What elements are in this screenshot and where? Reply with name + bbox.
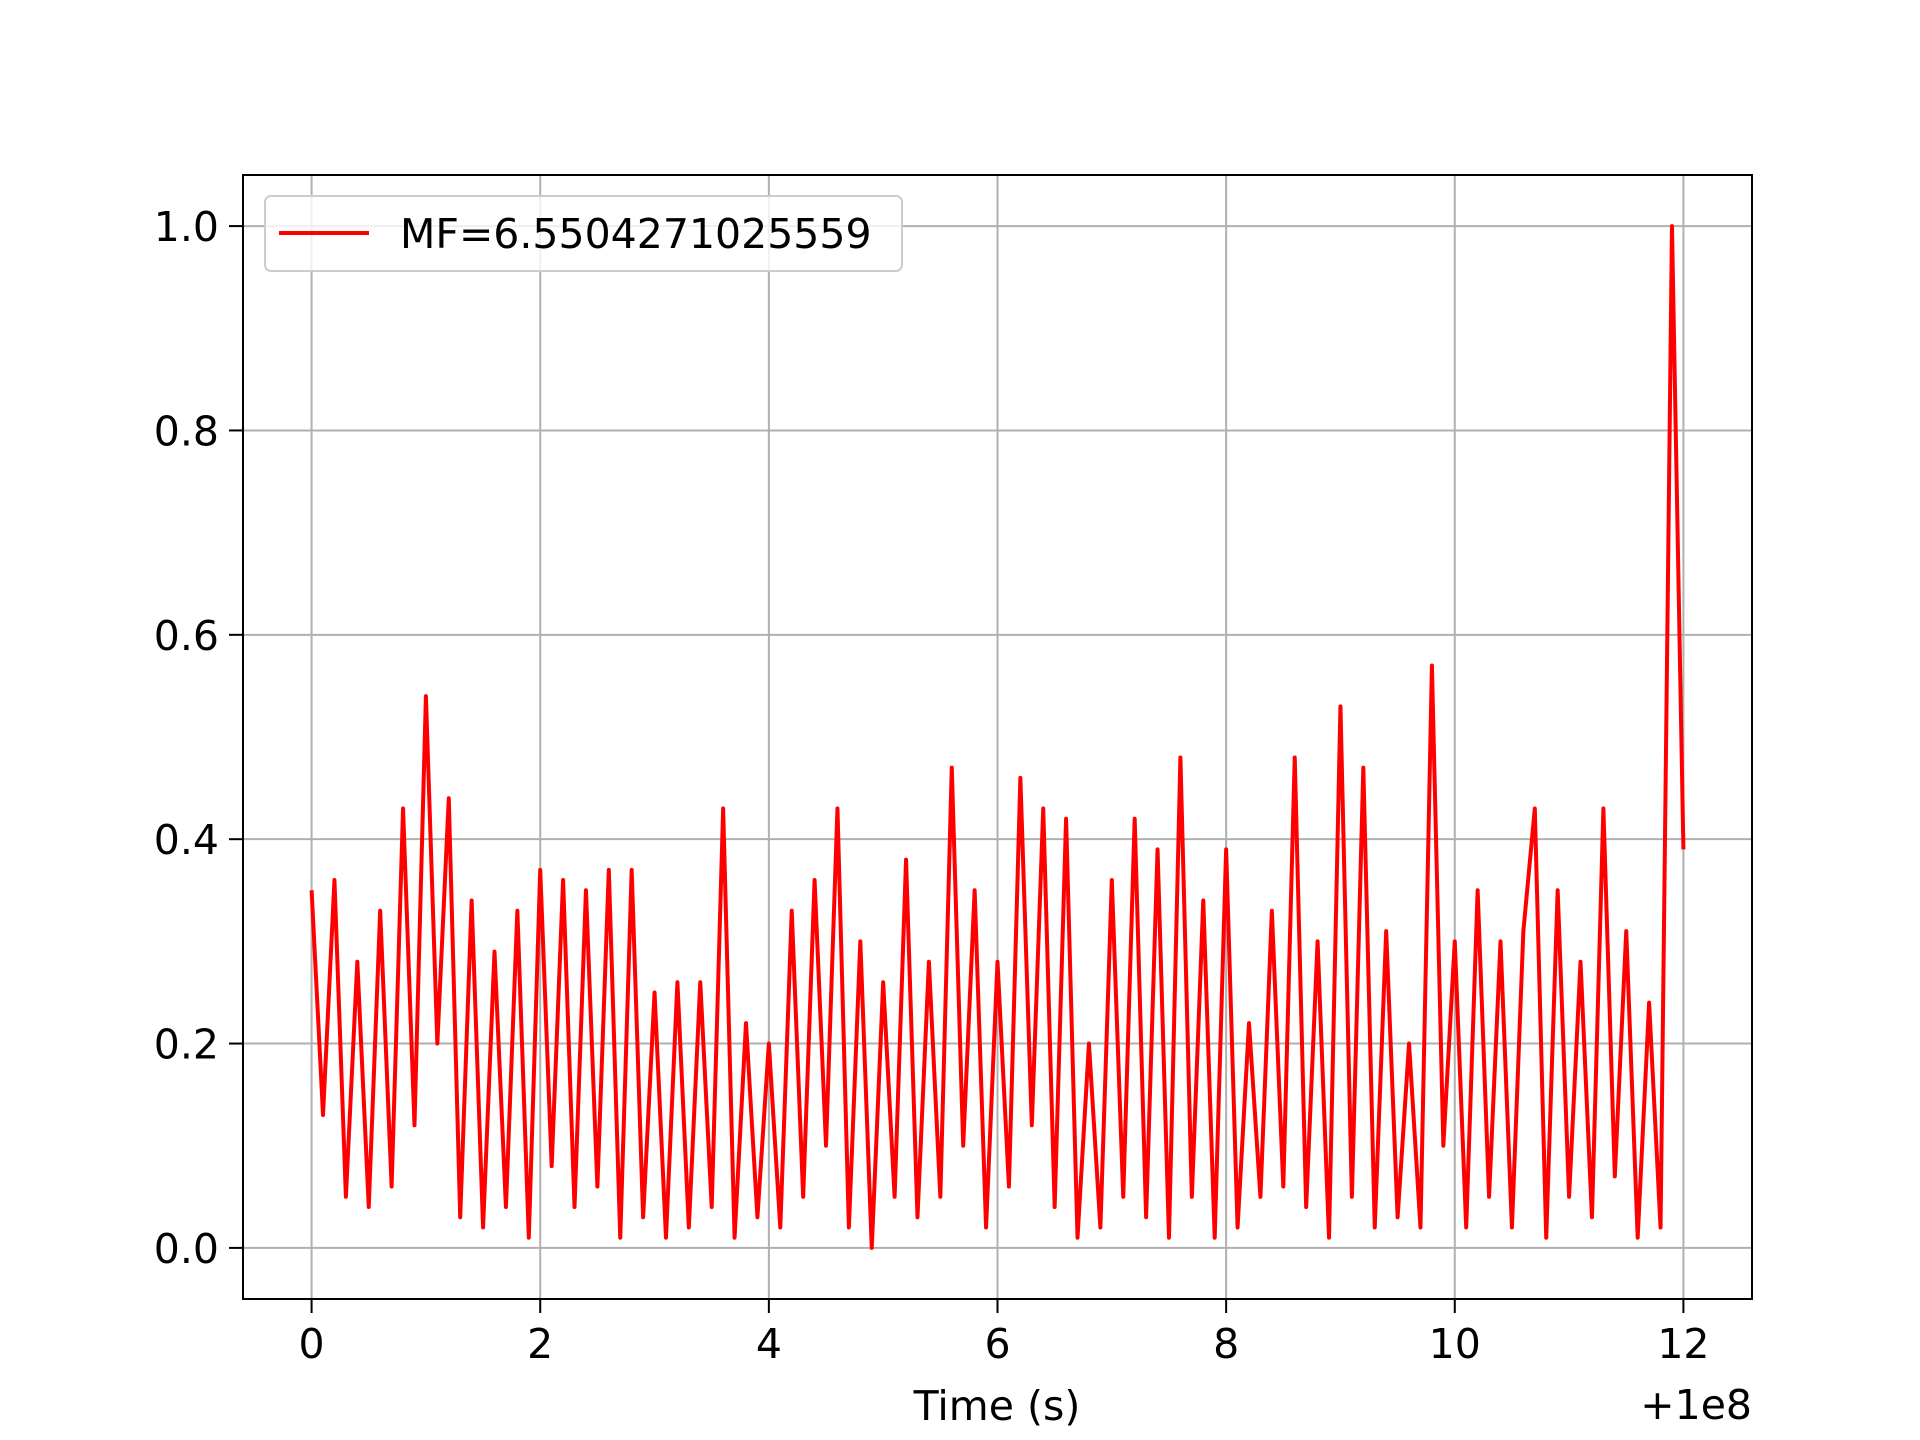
x-tick-label: 12 (1657, 1320, 1709, 1368)
y-tick-label: 0.0 (154, 1225, 219, 1273)
y-tick-label: 0.2 (154, 1021, 219, 1069)
x-tick-label: 4 (756, 1320, 782, 1368)
x-tick-label: 0 (299, 1320, 325, 1368)
x-axis-label: Time (s) (913, 1382, 1081, 1430)
data-line (309, 224, 1686, 1250)
y-tick-label: 1.0 (154, 203, 219, 251)
legend-label: MF=6.5504271025559 (400, 210, 872, 258)
x-tick-label: 10 (1429, 1320, 1481, 1368)
y-tick-label: 0.8 (154, 407, 219, 455)
x-tick-label: 8 (1213, 1320, 1239, 1368)
y-tick-label: 0.6 (154, 612, 219, 660)
legend-box (264, 195, 903, 272)
x-offset-label: +1e8 (1640, 1381, 1752, 1429)
axes-frame (242, 174, 1753, 1300)
y-tick-label: 0.4 (154, 816, 219, 864)
x-tick-label: 2 (527, 1320, 553, 1368)
x-tick-label: 6 (984, 1320, 1010, 1368)
